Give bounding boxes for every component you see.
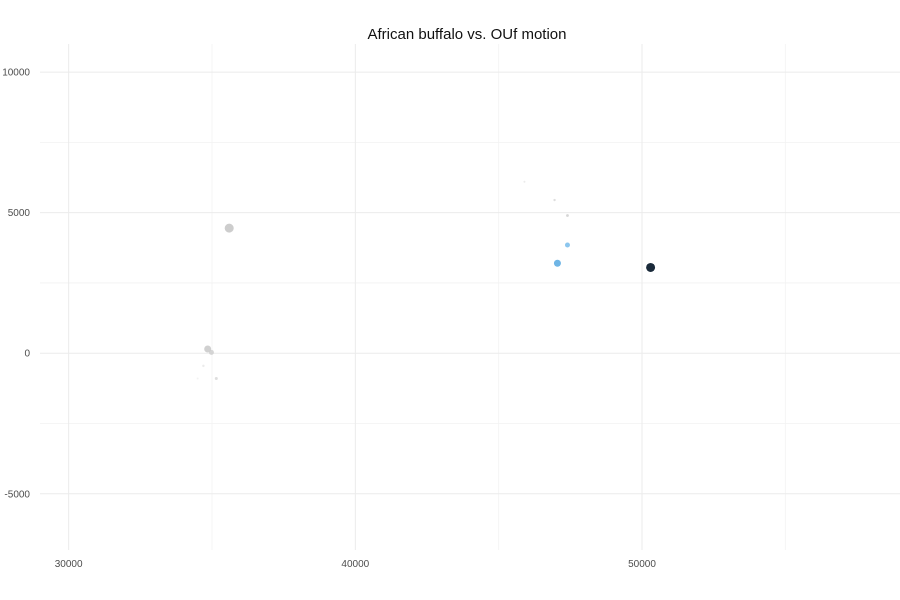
data-point [224,223,234,233]
y-tick-label: -5000 [4,489,30,500]
data-point [196,377,199,380]
data-point [564,242,570,248]
data-point [566,214,569,217]
y-tick-label: 0 [24,349,30,360]
data-point [208,349,214,355]
grid [40,44,900,550]
data-points [196,180,656,381]
data-point [202,364,205,368]
tick-labels: 30000 40000 50000 -5000 0 5000 10000 [2,68,656,570]
data-point [553,198,556,202]
data-point [523,180,526,183]
x-tick-label: 40000 [341,559,369,570]
y-tick-label: 5000 [8,208,31,219]
y-tick-label: 10000 [2,68,30,79]
x-tick-label: 30000 [55,559,83,570]
data-point [204,345,212,353]
data-point [214,377,218,381]
x-tick-label: 50000 [628,559,656,570]
data-point [553,259,561,267]
data-point [646,262,656,272]
chart-title: African buffalo vs. OUf motion [368,26,567,43]
